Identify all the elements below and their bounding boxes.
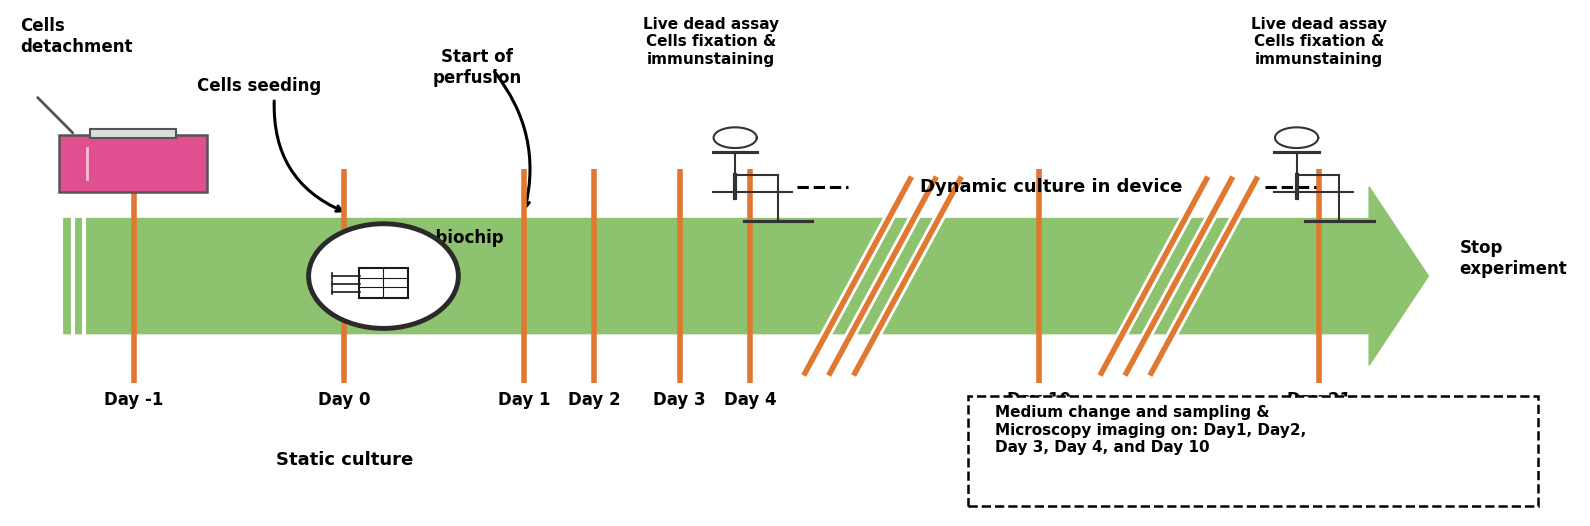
Text: Day 0: Day 0 bbox=[318, 391, 370, 409]
Text: Live dead assay
Cells fixation &
immunstaining: Live dead assay Cells fixation & immunst… bbox=[642, 17, 779, 67]
Text: Start of
perfusion: Start of perfusion bbox=[432, 48, 522, 87]
Ellipse shape bbox=[308, 224, 458, 328]
Text: Day 1: Day 1 bbox=[498, 391, 550, 409]
Text: Day 2: Day 2 bbox=[568, 391, 620, 409]
FancyBboxPatch shape bbox=[91, 128, 176, 138]
Text: Day -1: Day -1 bbox=[105, 391, 164, 409]
Text: Day 10: Day 10 bbox=[1006, 391, 1070, 409]
Text: Stop
experiment: Stop experiment bbox=[1460, 239, 1568, 278]
Text: Medium change and sampling &
Microscopy imaging on: Day1, Day2,
Day 3, Day 4, an: Medium change and sampling & Microscopy … bbox=[995, 406, 1305, 455]
Text: Cells seeding: Cells seeding bbox=[197, 77, 321, 95]
Text: Static culture: Static culture bbox=[277, 451, 413, 469]
Text: Day 21: Day 21 bbox=[1288, 391, 1352, 409]
Text: Cells
detachment: Cells detachment bbox=[21, 17, 132, 56]
Text: Day 3: Day 3 bbox=[653, 391, 706, 409]
Text: Live dead assay
Cells fixation &
immunstaining: Live dead assay Cells fixation & immunst… bbox=[1251, 17, 1388, 67]
Text: Dynamic culture in device: Dynamic culture in device bbox=[919, 178, 1183, 196]
FancyBboxPatch shape bbox=[358, 268, 409, 298]
Text: Liver biochip: Liver biochip bbox=[383, 229, 504, 247]
FancyArrow shape bbox=[64, 187, 1428, 365]
FancyBboxPatch shape bbox=[968, 397, 1538, 507]
FancyBboxPatch shape bbox=[59, 135, 207, 193]
Text: Day 4: Day 4 bbox=[723, 391, 776, 409]
